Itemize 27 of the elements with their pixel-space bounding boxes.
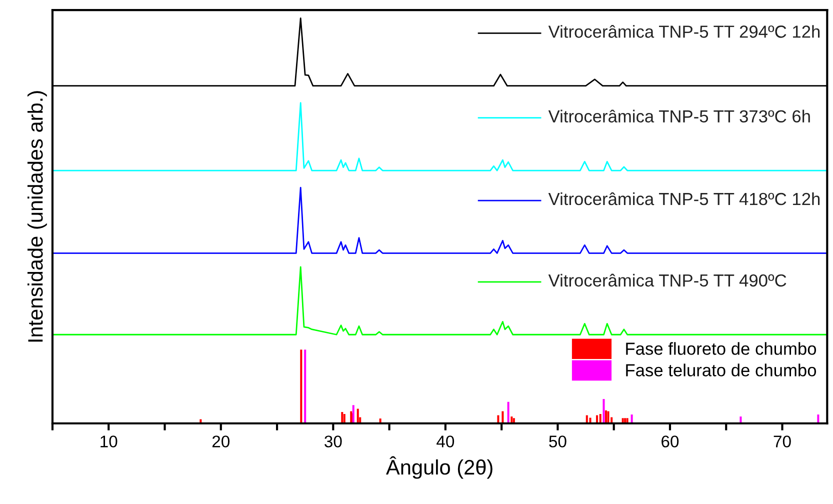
x-tick-label: 10 [100, 436, 118, 448]
bar [604, 410, 607, 424]
bar [304, 350, 306, 424]
bar [300, 350, 302, 424]
bar [599, 414, 602, 424]
legend-label: Vitrocerâmica TNP-5 TT 490ºC [548, 274, 786, 287]
x-tick-label: 40 [436, 436, 454, 448]
bar [356, 408, 359, 424]
legend-label: Vitrocerâmica TNP-5 TT 418ºC 12h [548, 192, 820, 206]
bar [507, 402, 510, 424]
legend-label: Vitrocerâmica TNP-5 TT 294ºC 12h [548, 25, 820, 38]
x-tick-label: 60 [662, 436, 679, 448]
x-tick-label: 20 [212, 436, 230, 448]
x-tick-label: 50 [549, 436, 566, 448]
bar [352, 405, 354, 424]
x-axis-title: Ângulo (2θ) [386, 456, 492, 479]
bar [343, 414, 346, 424]
bar [341, 412, 344, 424]
x-tick-label: 70 [774, 436, 791, 448]
y-axis-title: Intensidade (unidades arb.) [28, 91, 47, 342]
legend-label: Fase fluoreto de chumbo [626, 342, 816, 355]
legend-label: Fase telurato de chumbo [626, 364, 816, 376]
legend-label: Vitrocerâmica TNP-5 TT 373ºC 6h [548, 110, 810, 123]
bar [502, 411, 504, 424]
x-tick-label: 30 [324, 436, 342, 448]
bar [607, 411, 610, 424]
bar [602, 399, 605, 424]
